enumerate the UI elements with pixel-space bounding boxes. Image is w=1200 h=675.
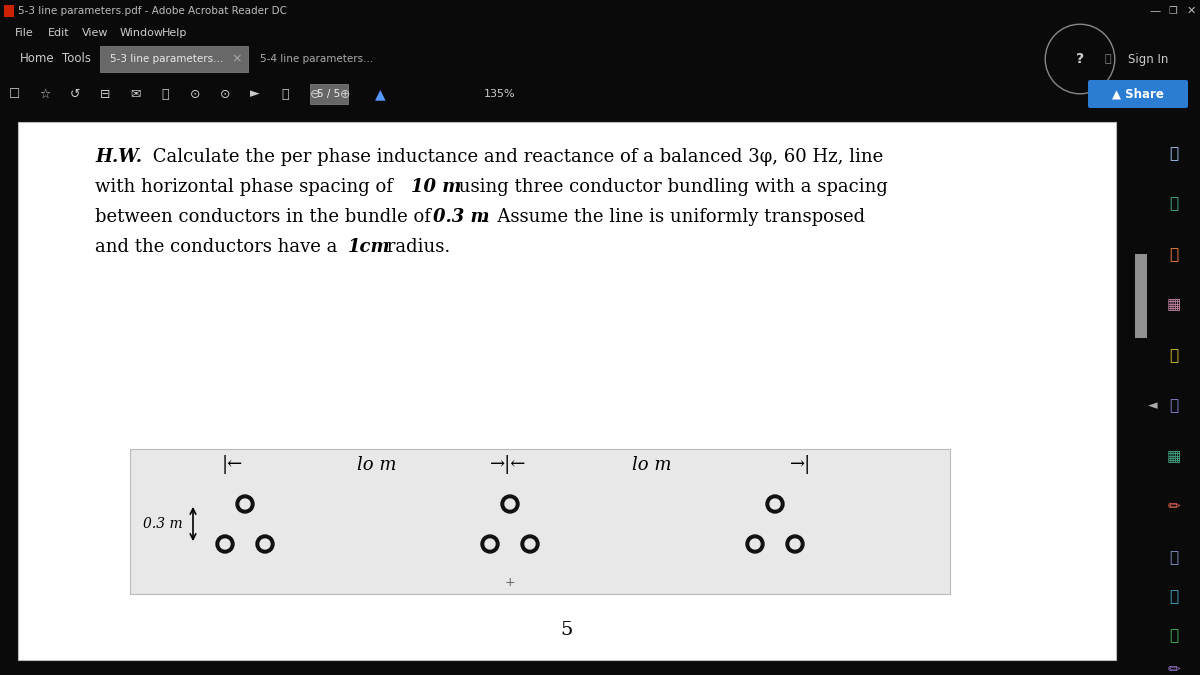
Text: ▦: ▦ [1166,449,1181,464]
Bar [130,449,950,594]
Text: View: View [82,28,108,38]
Circle shape [220,539,230,549]
Text: Sign In: Sign In [1128,53,1168,65]
Circle shape [750,539,760,549]
Text: 5 / 5: 5 / 5 [317,89,341,99]
Text: Window: Window [120,28,164,38]
FancyBboxPatch shape [1088,80,1188,108]
Circle shape [766,495,784,513]
Text: ⊖: ⊖ [310,88,320,101]
Text: ⊙: ⊙ [220,88,230,101]
Text: 🖨: 🖨 [1170,589,1178,604]
Text: and the conductors have a: and the conductors have a [95,238,343,256]
Text: 📄: 📄 [1170,196,1178,211]
Text: +: + [505,576,515,589]
Text: radius.: radius. [382,238,450,256]
Text: 5-3 line parameters.pdf - Adobe Acrobat Reader DC: 5-3 line parameters.pdf - Adobe Acrobat … [18,6,287,16]
Circle shape [505,499,515,509]
Circle shape [502,495,520,513]
Text: 5: 5 [560,621,572,639]
Text: ▦: ▦ [1166,297,1181,313]
Text: lo m: lo m [358,456,397,474]
Text: 🛡: 🛡 [1170,549,1178,565]
Text: Help: Help [162,28,187,38]
Text: 5-4 line parameters...: 5-4 line parameters... [260,54,373,64]
Text: 1cm: 1cm [348,238,390,256]
Text: ?: ? [1076,52,1084,66]
Text: Calculate the per phase inductance and reactance of a balanced 3φ, 60 Hz, line: Calculate the per phase inductance and r… [148,148,883,166]
Circle shape [746,535,764,553]
Text: ⊙: ⊙ [190,88,200,101]
Text: ❒: ❒ [1169,6,1177,16]
Bar [4,5,14,17]
Text: 135%: 135% [484,89,516,99]
Text: ◄: ◄ [1148,399,1158,412]
Text: 🔔: 🔔 [1105,54,1111,64]
Text: ⊕: ⊕ [340,88,350,101]
Circle shape [526,539,535,549]
Text: ↺: ↺ [70,88,80,101]
Circle shape [256,535,274,553]
Text: 🖨: 🖨 [1170,628,1178,643]
Text: 🤚: 🤚 [1170,398,1178,413]
Circle shape [770,499,780,509]
Circle shape [521,535,539,553]
Text: Tools: Tools [62,53,91,65]
Text: ☆: ☆ [40,88,50,101]
Bar [310,84,348,104]
Text: ✋: ✋ [281,88,289,101]
FancyBboxPatch shape [100,46,248,72]
Circle shape [485,539,496,549]
Text: 10 m: 10 m [410,178,461,196]
Text: using three conductor bundling with a spacing: using three conductor bundling with a sp… [454,178,888,196]
Circle shape [481,535,499,553]
Text: ⊟: ⊟ [100,88,110,101]
Text: 5-3 line parameters...: 5-3 line parameters... [110,54,223,64]
Circle shape [236,495,254,513]
Text: File: File [14,28,34,38]
Text: ▲ Share: ▲ Share [1112,88,1164,101]
Text: 🔍: 🔍 [1170,146,1178,161]
Text: 💬: 💬 [1170,348,1178,362]
Text: ▲: ▲ [374,87,385,101]
Text: ✏: ✏ [1168,662,1181,675]
Text: →|: →| [790,456,811,475]
Text: .  Assume the line is uniformly transposed: . Assume the line is uniformly transpose… [480,208,865,226]
Text: —: — [1150,6,1160,16]
Text: ✏: ✏ [1168,500,1181,514]
Text: ☐: ☐ [10,88,20,101]
Text: with horizontal phase spacing of: with horizontal phase spacing of [95,178,398,196]
Text: between conductors in the bundle of: between conductors in the bundle of [95,208,437,226]
Text: 0.3 m: 0.3 m [433,208,490,226]
Bar [1135,254,1146,338]
Text: →|←: →|← [490,456,526,475]
Circle shape [216,535,234,553]
Circle shape [260,539,270,549]
Text: ✉: ✉ [130,88,140,101]
Text: ×: × [232,53,242,65]
Circle shape [240,499,250,509]
Text: lo m: lo m [632,456,672,474]
Text: ✕: ✕ [1187,6,1195,16]
Text: 0.3 m: 0.3 m [143,517,182,531]
Circle shape [790,539,800,549]
Text: Edit: Edit [48,28,70,38]
Text: ►: ► [250,88,260,101]
Text: Home: Home [20,53,55,65]
Text: 🔍: 🔍 [161,88,169,101]
Text: 📋: 📋 [1170,247,1178,262]
Text: H.W.: H.W. [95,148,142,166]
Text: |←: |← [222,456,242,475]
Circle shape [786,535,804,553]
